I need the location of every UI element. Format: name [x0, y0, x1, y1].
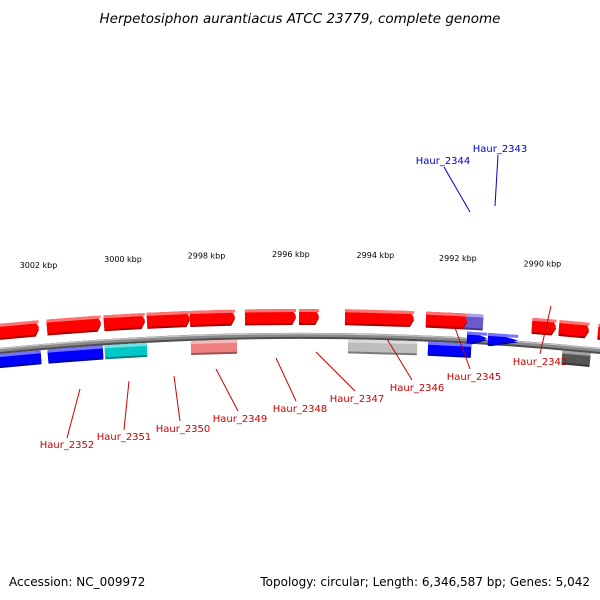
- label-leader-line: [443, 166, 471, 213]
- tick-label: 2994 kbp: [357, 251, 395, 260]
- gene-haur-2348-arrow: [244, 309, 296, 326]
- gene-label-haur-2346[interactable]: Haur_2346: [390, 383, 445, 394]
- tick-label: 2996 kbp: [272, 250, 310, 259]
- gene-haur-2346-arrow: [344, 309, 415, 327]
- gene-label-haur-2351[interactable]: Haur_2351: [97, 432, 152, 443]
- gene-haur-2346-feature: [347, 339, 418, 356]
- gene-haur-2352-arrow: [46, 315, 101, 336]
- gene-label-haur-2344[interactable]: Haur_2344: [416, 156, 471, 167]
- map-title: Herpetosiphon aurantiacus ATCC 23779, co…: [100, 11, 501, 27]
- tick-labels: 2990 kbp 2992 kbp 2994 kbp 2996 kbp 2998 kbp…: [20, 250, 562, 270]
- label-leader-line: [386, 338, 413, 381]
- gene-haur-2342-feature: [561, 350, 591, 367]
- gene-label-haur-2342[interactable]: Haur_2342: [513, 357, 568, 368]
- gene-features: [0, 309, 600, 369]
- label-leader-line: [494, 154, 499, 207]
- gene-haur-2342-arrow: [531, 317, 557, 336]
- gene-haur-2351-arrow: [103, 313, 145, 332]
- label-leader-line: [453, 324, 471, 370]
- gene-haur-2344-arrow: [466, 331, 488, 345]
- gene-label-haur-2349[interactable]: Haur_2349: [213, 414, 268, 425]
- gene-haur-2347-arrow: [299, 309, 319, 325]
- tick-label: 2998 kbp: [188, 251, 226, 260]
- gene-label-haur-2345[interactable]: Haur_2345: [447, 372, 502, 383]
- gene-haur-2351-feature: [104, 342, 148, 360]
- genome-stats-text: Topology: circular; Length: 6,346,587 bp…: [259, 575, 590, 589]
- label-leader-line: [66, 388, 81, 439]
- label-leader-line: [123, 380, 130, 431]
- gene-label-haur-2343[interactable]: Haur_2343: [473, 144, 528, 155]
- label-leader-line: [275, 357, 297, 402]
- gene-haur-2344-feature: [462, 313, 484, 331]
- gene-label-leaders: [66, 154, 552, 439]
- gene-label-haur-2350[interactable]: Haur_2350: [156, 424, 211, 435]
- gene-haur-2349-feature: [190, 339, 238, 355]
- gene-haur-2342-arrow: [558, 320, 590, 339]
- tick-label: 3002 kbp: [20, 261, 58, 270]
- gene-label-haur-2348[interactable]: Haur_2348: [273, 404, 328, 415]
- gene-label-haur-2347[interactable]: Haur_2347: [330, 394, 385, 405]
- gene-haur-2345-arrow: [425, 311, 468, 330]
- gene-labels: Haur_2343Haur_2344Haur_2342Haur_2345Haur…: [40, 144, 568, 451]
- tick-label: 2990 kbp: [524, 260, 562, 269]
- gene-haur-2343-arrow: [487, 332, 519, 347]
- label-leader-line: [539, 305, 552, 355]
- tick-label: 2992 kbp: [439, 254, 477, 263]
- gene-label-haur-2352[interactable]: Haur_2352: [40, 440, 95, 451]
- label-leader-line: [173, 375, 181, 422]
- gene-haur-2353-feature: [0, 350, 42, 369]
- gene-haur-2350-arrow: [146, 311, 190, 329]
- genome-backbone: [0, 333, 600, 355]
- gene-haur-2349-arrow: [189, 309, 235, 327]
- gene-haur-2345-feature: [427, 341, 472, 358]
- gene-haur-2352-feature: [47, 345, 104, 364]
- accession-text: Accession: NC_009972: [9, 575, 145, 589]
- label-leader-line: [215, 368, 239, 412]
- label-leader-line: [315, 351, 356, 392]
- gene-haur-2353-arrow: [0, 320, 39, 340]
- tick-label: 3000 kbp: [104, 255, 142, 264]
- gene-haur-2341-arrow: [597, 323, 600, 340]
